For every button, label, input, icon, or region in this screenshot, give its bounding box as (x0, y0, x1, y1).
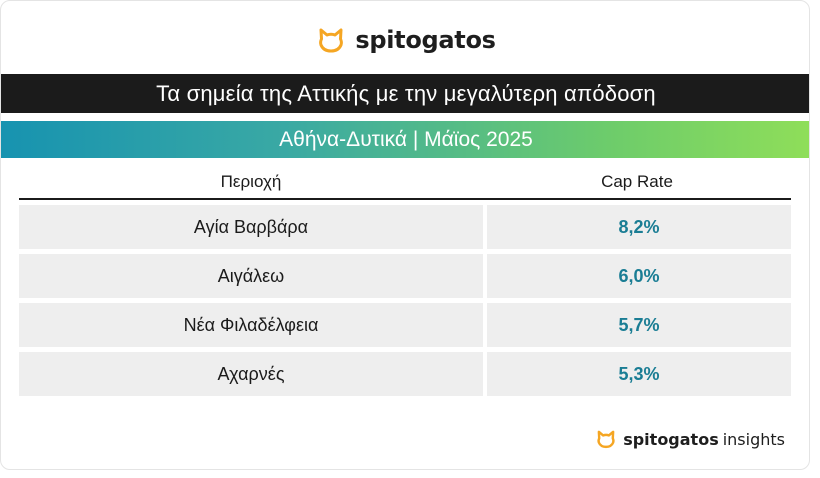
page-title: Τα σημεία της Αττικής με την μεγαλύτερη … (156, 80, 656, 106)
title-bar: Τα σημεία της Αττικής με την μεγαλύτερη … (1, 74, 809, 113)
infographic-card: spitogatos Τα σημεία της Αττικής με την … (0, 0, 810, 470)
table-header: Περιοχή Cap Rate (19, 166, 791, 200)
logo-text: spitogatos (355, 26, 496, 54)
area-cell: Αχαρνές (19, 352, 483, 396)
table-row: Νέα Φιλαδέλφεια 5,7% (19, 303, 791, 347)
cat-head-icon (316, 26, 346, 54)
spitogatos-logo: spitogatos (1, 26, 809, 54)
table-row: Αχαρνές 5,3% (19, 352, 791, 396)
cap-rate-cell: 5,7% (487, 303, 791, 347)
area-cell: Αγία Βαρβάρα (19, 205, 483, 249)
column-header-cap-rate: Cap Rate (601, 172, 673, 191)
table-row: Αγία Βαρβάρα 8,2% (19, 205, 791, 249)
area-cell: Νέα Φιλαδέλφεια (19, 303, 483, 347)
cap-rate-table: Περιοχή Cap Rate Αγία Βαρβάρα 8,2% Αιγάλ… (19, 166, 791, 396)
cap-rate-cell: 6,0% (487, 254, 791, 298)
spitogatos-insights-logo: spitogatos insights (595, 429, 785, 449)
cap-rate-cell: 8,2% (487, 205, 791, 249)
footer-suffix: insights (722, 429, 785, 449)
area-cell: Αιγάλεω (19, 254, 483, 298)
table-row: Αιγάλεω 6,0% (19, 254, 791, 298)
cap-rate-cell: 5,3% (487, 352, 791, 396)
cat-head-icon (595, 429, 617, 449)
footer-brand: spitogatos (623, 429, 719, 449)
column-header-area: Περιοχή (220, 172, 282, 191)
subtitle-bar: Αθήνα-Δυτικά | Μάϊος 2025 (1, 121, 809, 158)
page-subtitle: Αθήνα-Δυτικά | Μάϊος 2025 (279, 127, 533, 151)
